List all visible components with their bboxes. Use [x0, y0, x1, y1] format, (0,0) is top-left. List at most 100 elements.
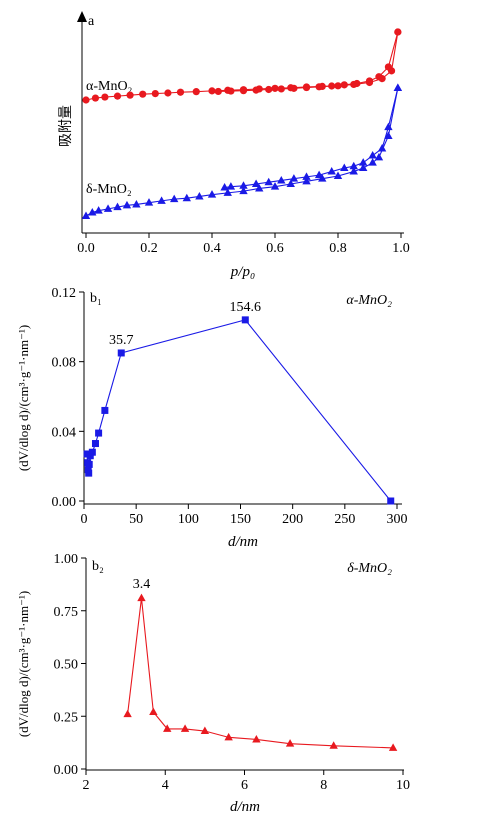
panel-b2-y-tick-label: 1.00 [54, 552, 79, 567]
panel-a-x-tick-label: 1.0 [392, 241, 410, 256]
panel-b1-y-label: (dV/dlog d)/(cm³·g⁻¹·nm⁻¹) [16, 325, 31, 471]
panel-b2-point [200, 726, 210, 735]
panel-b2-point [224, 732, 233, 741]
panel-a-delta-adsorption-point [286, 179, 295, 187]
panel-b2-point [123, 709, 132, 718]
panel-b1-data-label: 154.6 [230, 300, 262, 315]
panel-b2-x-tick-label: 10 [396, 778, 410, 793]
panel-a-alpha-desorption-point [265, 85, 273, 94]
panel-a-alpha-adsorption-point [139, 90, 147, 98]
panel-a-delta-adsorption-point [157, 196, 166, 204]
panel-a-delta-adsorption-point [384, 131, 393, 139]
panel-b2-x-tick-label: 4 [162, 778, 169, 793]
panel-b1-x-tick-label: 0 [81, 512, 88, 527]
panel-a-delta-desorption-point [226, 182, 236, 190]
panel-b1-legend: α-MnO₂ [346, 293, 392, 308]
panel-b1-x-tick-label: 50 [129, 512, 143, 527]
panel-a-delta-desorption-point [359, 158, 368, 166]
panel-a-x-tick-label: 0.6 [266, 241, 284, 256]
panel-b2-y-tick-label: 0.75 [54, 605, 79, 620]
panel-a-alpha-desorption-point [277, 85, 285, 93]
panel-a-delta-adsorption-point [302, 176, 311, 185]
panel-b1-x-tick-label: 150 [230, 512, 251, 527]
panel-a-alpha-adsorption-point [192, 88, 200, 96]
panel-b1-x-tick-label: 300 [387, 512, 408, 527]
panel-b1-point [387, 497, 395, 505]
panel-a-delta-adsorption-point [144, 198, 154, 206]
panel-a-delta-desorption-point [239, 181, 248, 189]
panel-b2-y-label: (dV/dlog d)/(cm³·g⁻¹·nm⁻¹) [16, 591, 31, 737]
panel-a-series-label-delta: δ-MnO₂ [86, 182, 132, 197]
panel-a-alpha-adsorption-point [208, 87, 216, 95]
panel-b1-data-label: 35.7 [109, 333, 134, 348]
panel-b1-y-tick-label: 0.12 [52, 286, 77, 301]
panel-b2-y-tick-label: 0.25 [54, 710, 79, 725]
panel-b2-point [388, 743, 398, 751]
panel-b1: 0 50 100 150 200 250 300 0.00 0.04 0.08 0.12 b₁ α-… [16, 286, 408, 550]
panel-b1-point [117, 349, 125, 357]
panel-a-y-label: 吸附量 [58, 105, 74, 147]
panel-b2-point [163, 724, 172, 732]
panel-a-delta-adsorption-point [359, 163, 368, 171]
panel-b1-point [101, 406, 109, 414]
panel-a-delta-adsorption-point [195, 191, 204, 200]
panel-a-delta-desorption-point [289, 174, 299, 182]
panel-b1-point [241, 316, 249, 324]
panel-b2-x-tick-label: 6 [241, 778, 248, 793]
panel-b1-y-tick-label: 0.08 [52, 356, 77, 371]
panel-a-delta-desorption-point [340, 163, 349, 171]
panel-a-delta-adsorption-point [239, 186, 248, 195]
panel-a-delta-desorption-point [251, 179, 261, 187]
panel-b2-x-label: d/nm [230, 799, 260, 815]
panel-b2-point [149, 707, 158, 716]
panel-a-delta-adsorption-point [270, 182, 280, 190]
panel-b2-label: b₂ [92, 559, 104, 574]
panel-b1-x-tick-label: 100 [178, 512, 199, 527]
panel-a-delta-adsorption-point [132, 199, 141, 208]
panel-a-delta-adsorption-point [182, 193, 191, 202]
panel-a-x-label: p/p₀ [230, 264, 255, 280]
panel-b2-data-label: 3.4 [133, 577, 151, 592]
panel-a-delta-desorption-point [393, 83, 403, 91]
panel-a-delta-desorption-point [264, 177, 273, 186]
panel-b1-point [95, 429, 103, 437]
panel-a-delta-desorption-point [349, 161, 358, 170]
panel-b2-y-tick-label: 0.50 [54, 658, 79, 673]
panel-b1-point [88, 448, 96, 456]
panel-b1-label: b₁ [90, 291, 102, 306]
panel-a-alpha-desorption-point [340, 81, 348, 89]
panel-a-alpha-adsorption-point [113, 92, 122, 100]
panel-a-delta-adsorption-point [113, 202, 122, 211]
panel-b1-y-tick-label: 0.00 [52, 495, 77, 510]
panel-a-delta-adsorption-point [374, 152, 384, 161]
panel-a-alpha-desorption-point [394, 28, 402, 36]
panel-b2: 2 4 6 8 10 0.00 0.25 0.50 0.75 1.00 b₂ δ-MnO₂ d/n… [16, 552, 410, 815]
panel-a-alpha-desorption-point [315, 83, 323, 91]
panel-a-x-tick-label: 0.4 [203, 241, 221, 256]
panel-a-alpha-desorption-point [227, 87, 235, 95]
panel-a-delta-desorption-point [220, 183, 229, 191]
panel-a-x-tick-label: 0.8 [329, 241, 347, 256]
panel-a-alpha-desorption-point [328, 82, 336, 90]
panel-a-delta-adsorption-point [81, 211, 91, 219]
panel-a-delta-adsorption-point [94, 206, 103, 214]
panel-a-alpha-desorption-point [375, 73, 383, 81]
panel-b2-legend: δ-MnO₂ [347, 561, 392, 576]
panel-b2-point [252, 734, 261, 743]
panel-b2-point [329, 741, 338, 749]
panel-a-alpha-desorption-point [353, 79, 361, 88]
panel-a-delta-adsorption-point [103, 204, 113, 212]
panel-a-delta-adsorption-point [88, 207, 97, 216]
panel-a-alpha-adsorption-point [82, 96, 90, 104]
panel-b2-point [180, 724, 190, 732]
panel-a-delta-adsorption-point [122, 200, 132, 209]
panel-a-alpha-desorption-point [302, 83, 311, 92]
panel-b1-point [85, 469, 93, 477]
panel-a-alpha-adsorption-point [164, 89, 172, 97]
panel-b1-x-tick-label: 200 [282, 512, 303, 527]
panel-a-delta-desorption-point [384, 122, 393, 131]
panel-a-alpha-adsorption-point [151, 89, 159, 98]
panel-b1-point [85, 460, 93, 468]
